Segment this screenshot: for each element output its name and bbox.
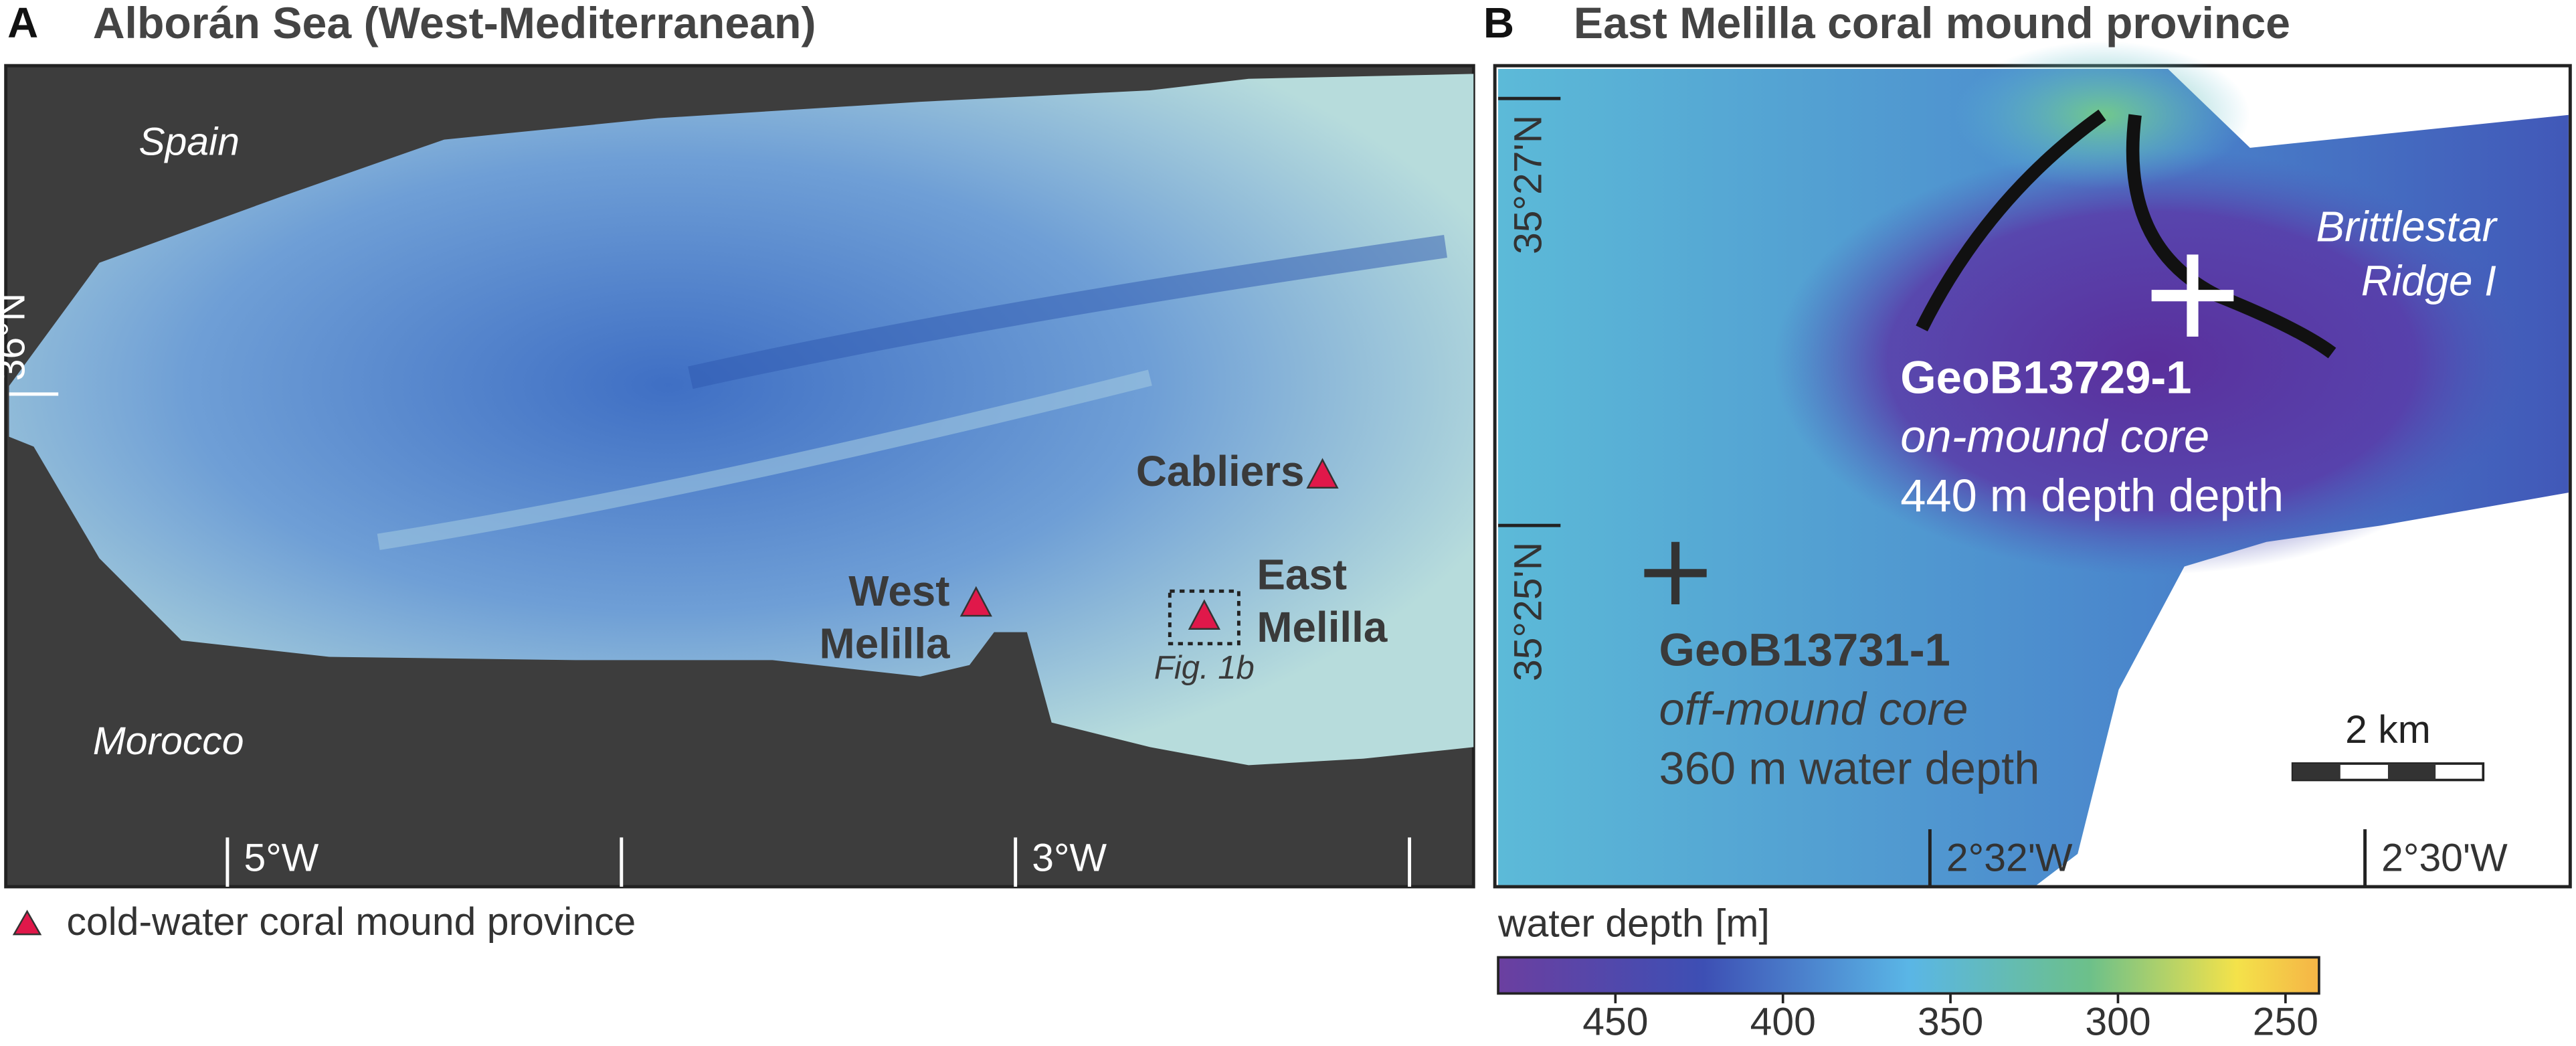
- panel-title: East Melilla coral mound province: [1574, 0, 2290, 48]
- lon-tick-label: 2°32'W: [1946, 836, 2073, 879]
- site-label: Melilla: [820, 620, 950, 668]
- colorbar-tick-label: 300: [2085, 1000, 2150, 1044]
- core-type: on-mound core: [1900, 411, 2209, 462]
- site-marker: [1188, 599, 1220, 630]
- core-depth: 440 m depth depth: [1900, 470, 2284, 521]
- ridge-b: [1916, 109, 2106, 332]
- place-label: Morocco: [93, 719, 244, 763]
- place-label: Spain: [139, 120, 240, 163]
- lon-tick-label: 3°W: [1032, 836, 1107, 879]
- site-marker: [1306, 458, 1339, 489]
- scale-bar: [2291, 762, 2485, 782]
- site-label: West: [848, 567, 949, 615]
- site-label: Melilla: [1257, 603, 1387, 651]
- colorbar-title: water depth [m]: [1497, 901, 1770, 945]
- ridge-b: [2126, 114, 2336, 359]
- scale-bar-label: 2 km: [2345, 708, 2431, 752]
- core-id: GeoB13729-1: [1900, 351, 2191, 403]
- legend-label: cold-water coral mound province: [66, 900, 636, 944]
- core-id: GeoB13731-1: [1659, 624, 1950, 676]
- panel-title: Alborán Sea (West-Mediterranean): [93, 0, 816, 48]
- lon-tick-label: 2°30'W: [2381, 836, 2508, 879]
- inset-label: Fig. 1b: [1154, 650, 1255, 686]
- site-label: Cabliers: [1136, 447, 1305, 495]
- feature-label: Brittlestar: [2316, 202, 2498, 250]
- inset-box: [1168, 589, 1240, 646]
- core-type: off-mound core: [1659, 683, 1968, 735]
- lat-tick-label: 36°N: [0, 293, 33, 381]
- lat-tick-label: 35°25'N: [1507, 542, 1550, 681]
- legend-marker: [12, 909, 42, 936]
- core-marker: [2151, 254, 2234, 337]
- core-marker: [1644, 541, 1707, 604]
- colorbar-tick-label: 250: [2253, 1000, 2318, 1044]
- colorbar-tick-label: 450: [1582, 1000, 1648, 1044]
- site-label: East: [1257, 551, 1347, 599]
- ridge: [377, 369, 1152, 550]
- colorbar: [1497, 956, 2320, 995]
- lon-tick-label: 5°W: [244, 836, 318, 879]
- lat-tick-label: 35°27'N: [1507, 115, 1550, 254]
- core-depth: 360 m water depth: [1659, 742, 2040, 794]
- colorbar-tick-label: 400: [1750, 1000, 1816, 1044]
- feature-label: Ridge I: [2361, 256, 2496, 304]
- colorbar-tick-label: 350: [1918, 1000, 1983, 1044]
- sea-a: [9, 74, 1474, 766]
- panel-letter: A: [7, 0, 38, 47]
- panel-letter: B: [1483, 0, 1514, 47]
- channel: [688, 235, 1447, 389]
- site-marker: [959, 586, 992, 617]
